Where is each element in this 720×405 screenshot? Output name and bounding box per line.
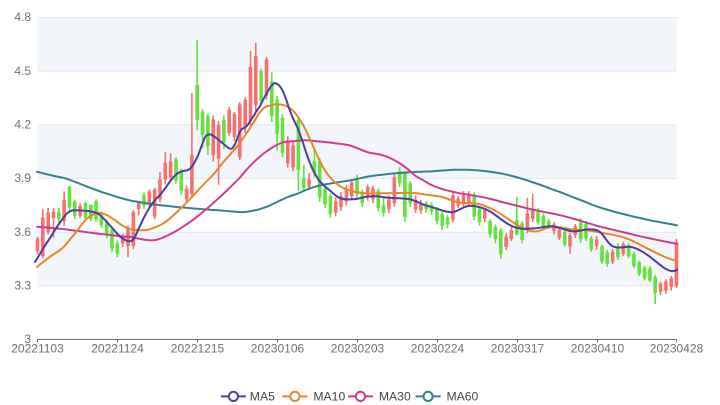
svg-text:20230224: 20230224 — [411, 342, 465, 356]
svg-text:4.2: 4.2 — [14, 118, 31, 132]
svg-text:20230203: 20230203 — [331, 342, 385, 356]
svg-text:4.8: 4.8 — [14, 10, 31, 24]
svg-text:20230106: 20230106 — [251, 342, 305, 356]
svg-text:MA60: MA60 — [447, 390, 479, 404]
svg-text:20221124: 20221124 — [91, 342, 144, 356]
svg-text:3.6: 3.6 — [14, 225, 31, 239]
svg-text:MA30: MA30 — [379, 390, 411, 404]
svg-text:3.9: 3.9 — [14, 171, 31, 185]
svg-text:3.3: 3.3 — [14, 279, 31, 293]
svg-text:20230410: 20230410 — [571, 342, 625, 356]
svg-text:20230428: 20230428 — [650, 342, 704, 356]
svg-text:20230317: 20230317 — [491, 342, 545, 356]
svg-text:MA5: MA5 — [250, 390, 275, 404]
svg-text:MA10: MA10 — [313, 390, 345, 404]
svg-text:20221215: 20221215 — [171, 342, 225, 356]
svg-text:4.5: 4.5 — [14, 64, 31, 78]
svg-text:3: 3 — [24, 332, 31, 346]
svg-text:20221103: 20221103 — [11, 342, 64, 356]
